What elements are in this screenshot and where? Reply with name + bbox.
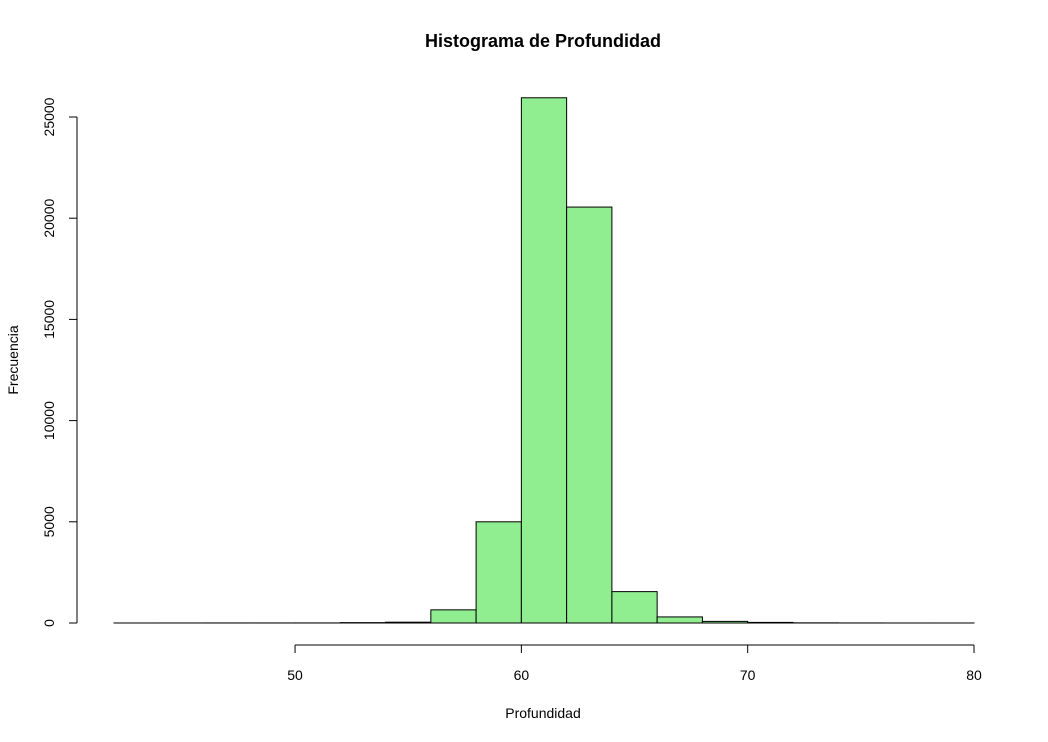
histogram-bars [113,97,975,624]
y-tick-label: 20000 [41,199,57,238]
chart-title: Histograma de Profundidad [425,31,661,51]
histogram-bar [385,621,432,624]
histogram-bar [520,97,568,624]
histogram-bar [430,609,477,624]
y-axis-label: Frecuencia [5,325,21,394]
y-axis: 0 5000 10000 15000 20000 25000 [41,97,78,627]
x-tick-label: 70 [740,667,756,683]
y-tick-label: 0 [41,619,57,627]
x-axis: 50 60 70 80 [287,644,982,683]
y-tick-label: 5000 [41,506,57,537]
y-axis-ticks: 0 5000 10000 15000 20000 25000 [41,97,77,627]
histogram-bar [475,521,522,624]
x-axis-ticks: 50 60 70 80 [287,645,982,683]
x-axis-label: Profundidad [505,705,581,721]
y-tick-label: 25000 [41,97,57,136]
histogram-bar [566,206,613,624]
x-tick-label: 80 [966,667,982,683]
histogram-bar [747,621,794,624]
histogram-bar [611,591,658,624]
y-tick-label: 10000 [41,401,57,440]
x-tick-label: 50 [287,667,303,683]
histogram-bar [656,616,703,624]
x-tick-label: 60 [514,667,530,683]
histogram-bar [701,620,749,624]
y-tick-label: 15000 [41,300,57,339]
